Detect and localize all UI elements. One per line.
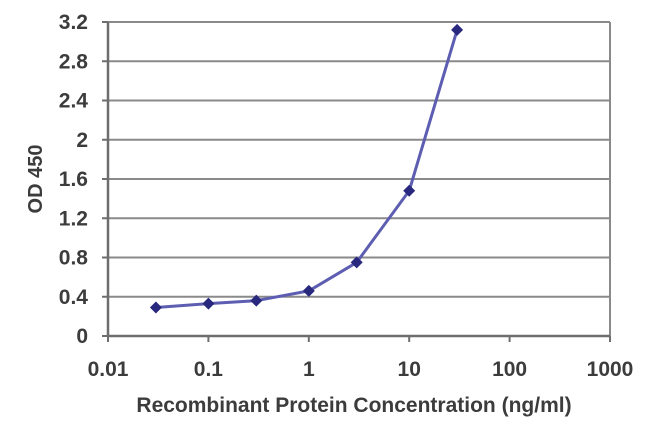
y-tick-label: 3.2 <box>59 11 88 34</box>
y-tick-label: 1.6 <box>59 168 88 191</box>
data-point-marker <box>149 301 162 314</box>
y-axis-tick-labels: 0 0.4 0.8 1.2 1.6 2 2.4 2.8 3.2 <box>59 11 89 348</box>
axes <box>102 21 611 342</box>
data-point-marker <box>403 184 416 197</box>
x-tick-label: 0.01 <box>88 358 129 381</box>
gridlines <box>108 21 611 336</box>
y-axis-title: OD 450 <box>25 145 47 214</box>
data-point-marker <box>302 284 315 297</box>
data-point-marker <box>202 297 215 310</box>
x-tick-label: 100 <box>492 358 527 381</box>
data-point-marker <box>451 23 464 36</box>
x-axis-title: Recombinant Protein Concentration (ng/ml… <box>136 394 571 417</box>
y-tick-label: 2.8 <box>59 50 89 73</box>
x-tick-label: 1 <box>303 358 315 381</box>
x-tick-label: 1000 <box>587 358 634 381</box>
y-tick-label: 0.4 <box>59 286 89 309</box>
series-line <box>155 29 459 309</box>
y-tick-label: 0.8 <box>59 247 89 270</box>
data-point-marker <box>350 256 363 269</box>
y-tick-label: 0 <box>76 325 88 348</box>
data-series <box>149 23 464 314</box>
x-tick-label: 10 <box>398 358 421 381</box>
x-axis-tick-labels: 0.01 0.1 1 10 100 1000 <box>88 358 634 381</box>
y-tick-label: 2.4 <box>59 90 89 113</box>
data-point-marker <box>250 294 263 307</box>
y-tick-label: 2 <box>76 129 88 152</box>
y-tick-label: 1.2 <box>59 207 88 230</box>
x-tick-label: 0.1 <box>194 358 224 381</box>
